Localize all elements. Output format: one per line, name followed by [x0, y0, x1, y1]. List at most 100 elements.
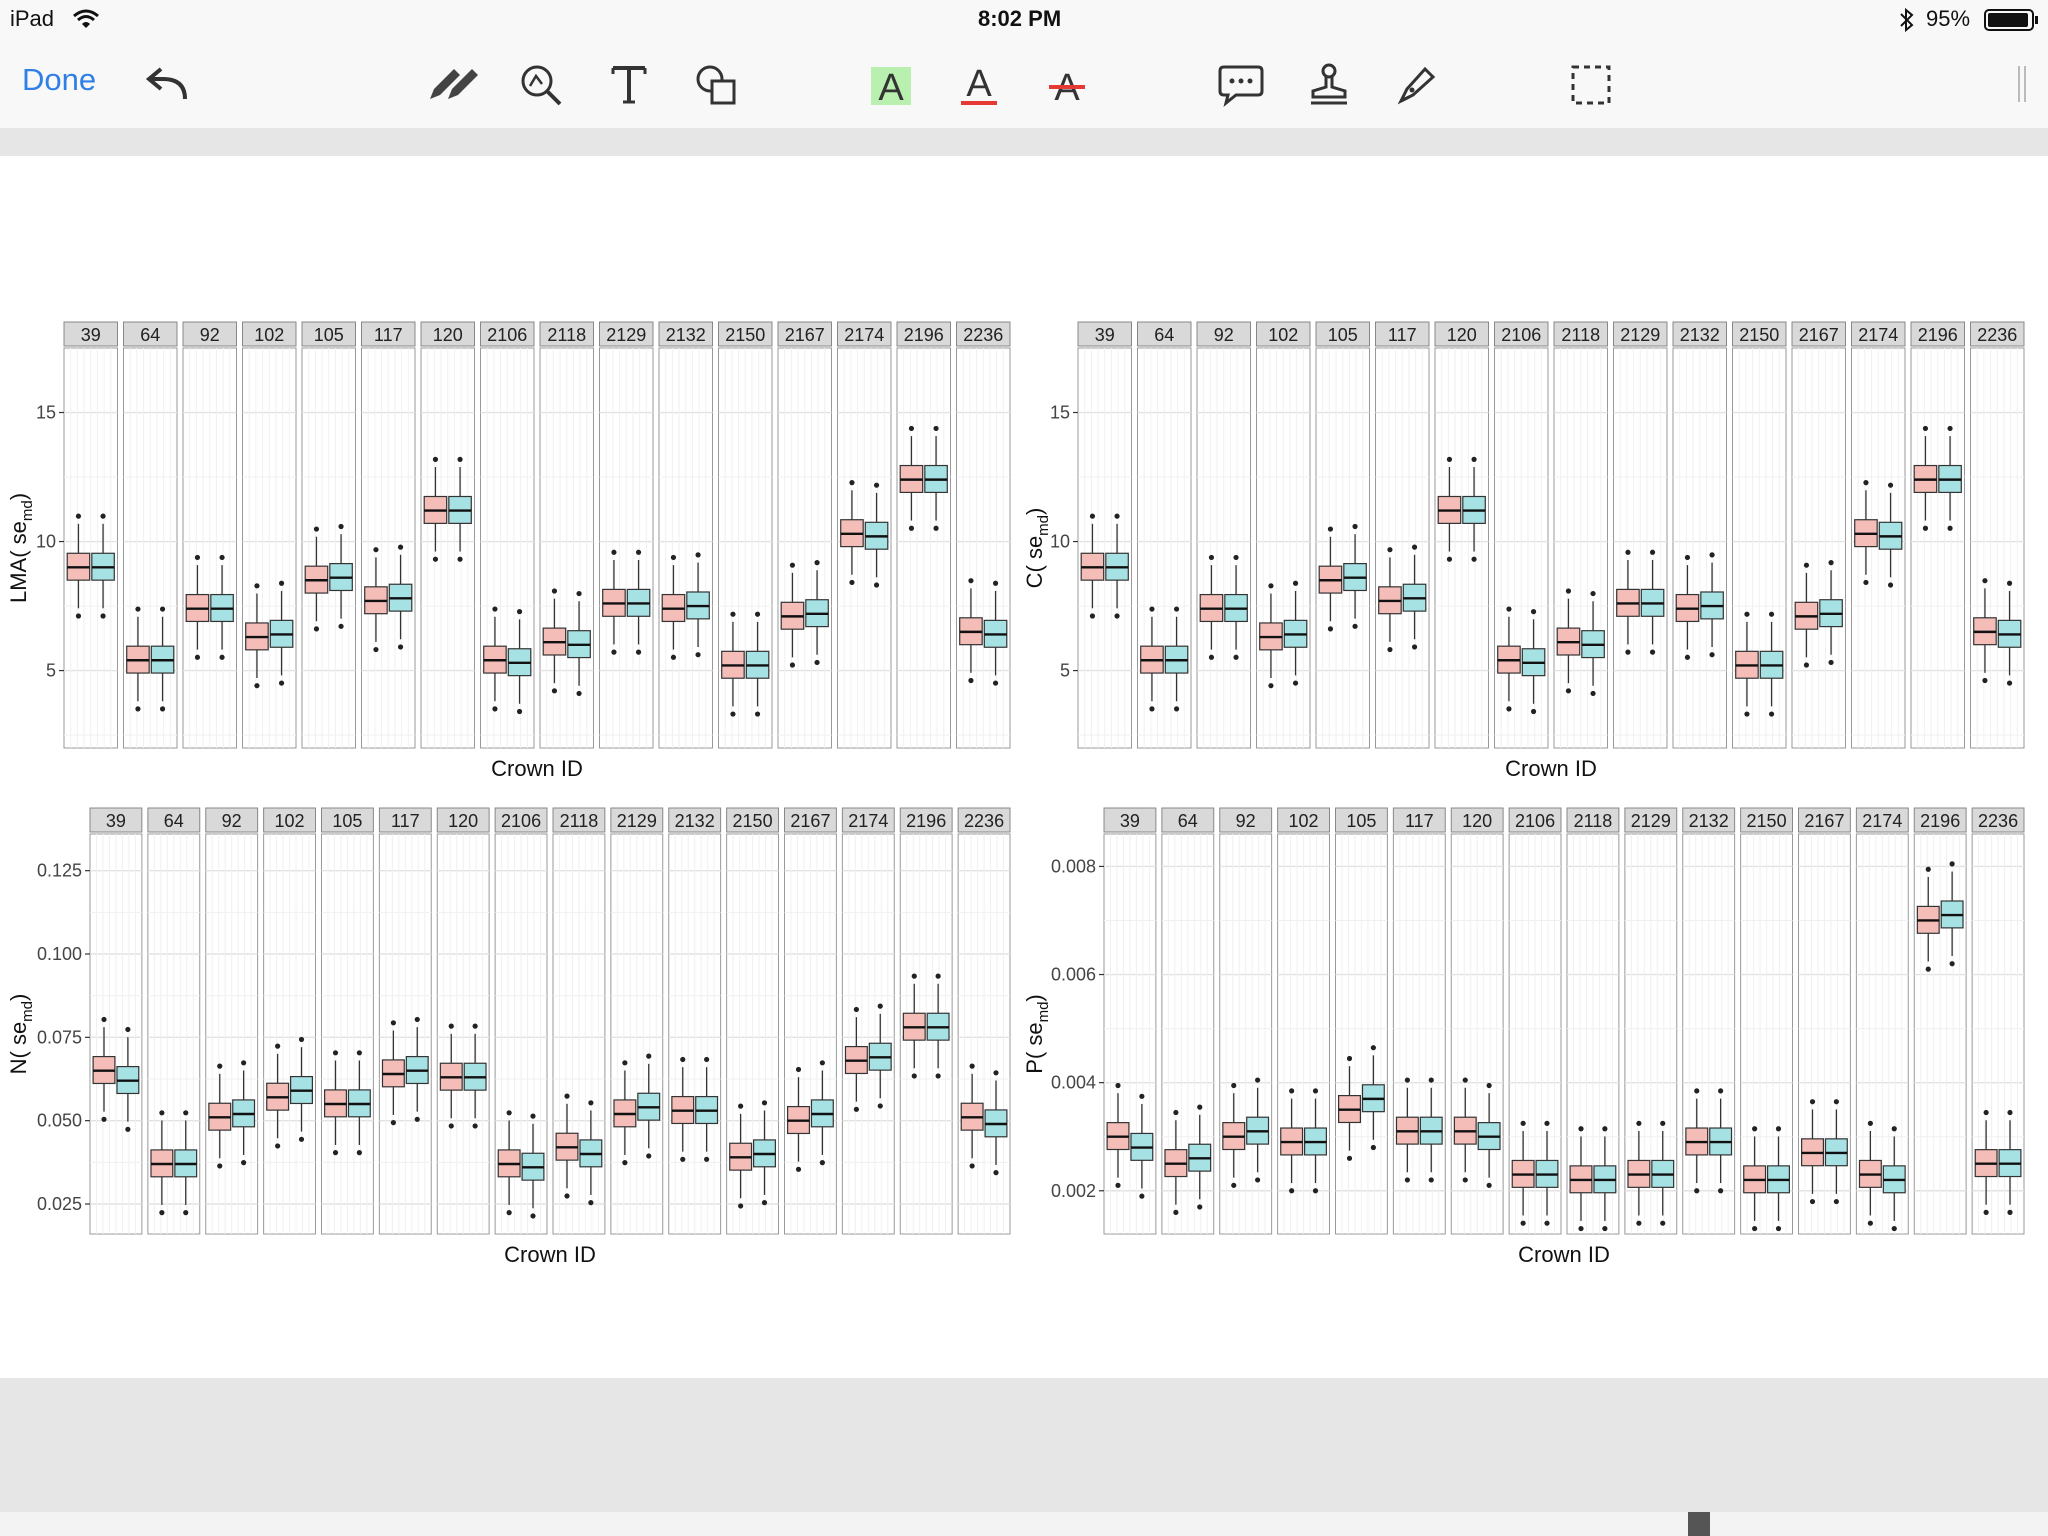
facet-strip-label: 117: [1405, 811, 1434, 831]
pink-outlier: [969, 1163, 975, 1169]
teal-outlier: [576, 690, 582, 697]
facet-strip-label: 64: [1178, 811, 1198, 831]
facet-strip: [263, 807, 316, 833]
strikethrough-text-button[interactable]: A: [1040, 58, 1094, 112]
text-tool-button[interactable]: [602, 58, 656, 112]
shapes-button[interactable]: [690, 58, 744, 112]
facet-strip: [242, 321, 297, 347]
facet-strip: [182, 321, 237, 347]
teal-outlier: [1544, 1120, 1550, 1126]
y-tick-label: 10: [36, 532, 56, 552]
facet-strip: [1508, 807, 1562, 833]
teal-outlier: [1312, 1188, 1319, 1194]
bottom-strip: [0, 1512, 2048, 1536]
teal-outlier: [1255, 1177, 1261, 1183]
teal-outlier: [1428, 1177, 1434, 1183]
facet-strip: [1851, 321, 1906, 347]
done-button[interactable]: Done: [22, 62, 97, 97]
facet-strip: [1077, 321, 1132, 347]
document-page[interactable]: 39 64 92 102 105 117 120 2106 2118 2129 2132 2150 21…: [0, 156, 2048, 1378]
teal-outlier: [935, 1073, 941, 1079]
stamp-button[interactable]: [1302, 58, 1356, 112]
teal-outlier: [1352, 623, 1358, 629]
teal-outlier: [1233, 654, 1239, 660]
teal-outlier: [516, 708, 523, 715]
facet-strip: [1970, 321, 2025, 347]
y-axis-label-close: ): [6, 493, 31, 500]
pink-outlier: [75, 513, 82, 519]
facet-strip-label: 102: [254, 325, 284, 345]
facet-strip-label: 2132: [675, 811, 715, 831]
pink-outlier: [1636, 1220, 1642, 1226]
facet-strip-label: 39: [81, 325, 101, 345]
teal-outlier: [992, 580, 999, 586]
pink-outlier: [611, 549, 617, 555]
pen-icon: [430, 69, 478, 99]
y-axis-label-close: ): [1022, 994, 1047, 1001]
pink-outlier: [332, 1150, 339, 1156]
facet-strip-label: 120: [433, 325, 463, 345]
facet-strip: [1566, 807, 1620, 833]
facet-strip: [896, 321, 951, 347]
pink-outlier: [1744, 711, 1750, 717]
facet-strip-label: 39: [1120, 811, 1140, 831]
pink-outlier: [1173, 1209, 1179, 1215]
teal-outlier: [1530, 609, 1537, 615]
pink-outlier: [390, 1120, 396, 1126]
facet-strip-label: 2118: [1561, 325, 1600, 345]
facet-strip-label: 117: [374, 325, 403, 345]
document-gap: [0, 128, 2048, 156]
pink-outlier: [1462, 1077, 1468, 1083]
zoom-lasso-button[interactable]: [514, 58, 568, 112]
strikethrough-text-icon: A: [1049, 67, 1085, 107]
pink-outlier: [1387, 547, 1393, 553]
teal-outlier: [338, 623, 344, 629]
facet-strip-label: 2150: [1739, 325, 1779, 345]
selection-button[interactable]: [1564, 58, 1618, 112]
facet-strip-label: 2150: [733, 811, 773, 831]
x-axis-label: Crown ID: [504, 1242, 596, 1267]
signature-button[interactable]: [1390, 58, 1444, 112]
pink-outlier: [1565, 688, 1572, 694]
battery-icon: [1984, 9, 2038, 31]
teal-outlier: [414, 1016, 420, 1023]
facet-strip: [1732, 321, 1787, 347]
y-axis-label: C( semd): [1022, 508, 1052, 589]
highlight-text-button[interactable]: A: [864, 58, 918, 112]
facet-strip-label: 2236: [964, 811, 1004, 831]
facet-strip-label: 117: [391, 811, 420, 831]
pink-outlier: [1863, 579, 1869, 586]
facet-strip-label: 2174: [844, 325, 884, 345]
pink-outlier: [194, 554, 201, 561]
pink-outlier: [853, 1006, 859, 1013]
facet-strip: [436, 807, 490, 833]
teal-outlier: [877, 1103, 883, 1109]
pink-outlier: [75, 613, 82, 619]
teal-outlier: [100, 613, 106, 619]
page-scroll-thumb[interactable]: [1688, 1512, 1710, 1536]
pink-outlier: [1744, 611, 1750, 617]
pink-outlier: [1404, 1077, 1410, 1083]
pink-outlier: [1208, 554, 1215, 561]
undo-button[interactable]: [140, 58, 194, 112]
facet-strip-label: 2150: [1747, 811, 1787, 831]
teal-outlier: [754, 611, 761, 617]
battery-percent: 95%: [1926, 6, 1971, 31]
underline-text-button[interactable]: A: [952, 58, 1006, 112]
facet-strip: [658, 321, 713, 347]
pink-outlier: [1803, 662, 1810, 668]
y-tick-label: 15: [1050, 403, 1070, 423]
comment-button[interactable]: [1214, 58, 1268, 112]
pink-outlier: [1922, 425, 1929, 432]
teal-outlier: [1709, 552, 1715, 558]
facet-strip: [1161, 807, 1215, 833]
teal-outlier: [1292, 680, 1299, 686]
teal-outlier: [1947, 425, 1953, 432]
pen-tool-button[interactable]: [426, 58, 480, 112]
facet-strip: [1553, 321, 1608, 347]
pink-outlier: [1578, 1225, 1584, 1232]
pink-outlier: [1268, 583, 1274, 589]
toolbar-grip[interactable]: [2016, 64, 2028, 104]
teal-outlier: [1887, 582, 1894, 588]
pink-outlier: [101, 1116, 107, 1122]
